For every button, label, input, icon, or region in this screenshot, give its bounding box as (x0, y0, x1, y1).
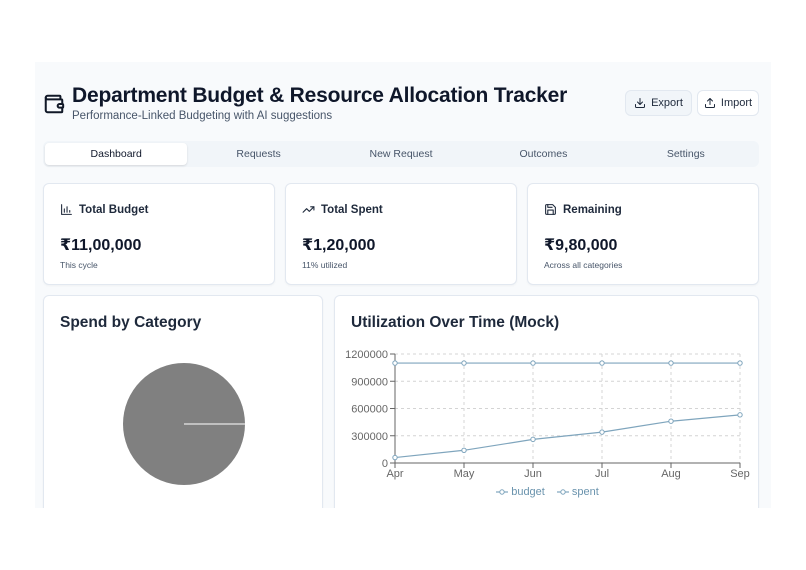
download-icon (635, 98, 646, 108)
y-tick-label: 900000 (351, 376, 388, 388)
data-point-spent[interactable] (668, 418, 674, 424)
import-button[interactable]: Import (697, 90, 759, 116)
spend-by-category-panel: Spend by Category (43, 295, 323, 508)
app-window: Department Budget & Resource Allocation … (35, 62, 771, 508)
pie-chart (123, 363, 245, 485)
utilization-panel: 0 300000 600000 900000 1200000 Apr May Jun Jul Au… (334, 295, 759, 508)
export-label: Export (651, 97, 683, 109)
stat-header: Remaining (544, 203, 622, 216)
upload-icon (704, 98, 715, 108)
legend-label: budget (511, 486, 545, 498)
data-point-budget[interactable] (599, 360, 605, 366)
stat-note: Across all categories (544, 260, 623, 270)
header: Department Budget & Resource Allocation … (35, 62, 771, 134)
data-point-budget[interactable] (737, 360, 743, 366)
stat-value: ₹11,00,000 (60, 237, 142, 254)
legend-label: spent (571, 486, 599, 498)
y-tick-label: 0 (382, 458, 388, 470)
tab-dashboard[interactable]: Dashboard (45, 143, 188, 165)
stat-header: Total Budget (60, 203, 148, 216)
data-point-budget[interactable] (461, 360, 467, 366)
panel-title: Utilization Over Time (Mock) (351, 314, 560, 331)
y-tick-label: 300000 (351, 431, 388, 443)
stat-card-remaining: Remaining ₹9,80,000 Across all categorie… (527, 183, 759, 285)
stat-card-total-spent: Total Spent ₹1,20,000 11% utilized (285, 183, 517, 285)
stat-label: Total Spent (321, 203, 383, 216)
y-tick-label: 1200000 (345, 349, 388, 361)
x-tick-label: Sep (730, 468, 750, 480)
data-point-budget[interactable] (392, 360, 398, 366)
stat-card-total-budget: Total Budget ₹11,00,000 This cycle (43, 183, 275, 285)
stat-label: Total Budget (79, 203, 149, 216)
x-tick-label: Jul (595, 468, 609, 480)
import-label: Import (720, 97, 753, 109)
tab-bar: Dashboard Requests New Request Outcomes … (43, 141, 759, 167)
chart-legend: budget spent (335, 486, 760, 498)
data-point-spent[interactable] (392, 454, 398, 461)
legend-swatch (496, 489, 509, 495)
data-point-budget[interactable] (668, 360, 674, 366)
save-icon (545, 204, 556, 215)
panel-title: Spend by Category (60, 314, 202, 331)
stat-note: 11% utilized (302, 260, 348, 270)
tab-settings[interactable]: Settings (666, 148, 705, 160)
data-point-spent[interactable] (599, 429, 605, 435)
stat-value: ₹1,20,000 (302, 237, 376, 254)
x-tick-label: May (454, 468, 475, 480)
data-point-budget[interactable] (530, 360, 536, 366)
legend-swatch (556, 489, 569, 495)
x-tick-label: Apr (386, 468, 403, 480)
data-point-spent[interactable] (737, 412, 743, 418)
trending-up-icon (302, 206, 315, 213)
stat-label: Remaining (563, 203, 622, 216)
data-point-spent[interactable] (461, 447, 467, 453)
legend-item-spent[interactable]: spent (556, 486, 599, 498)
export-button[interactable]: Export (625, 90, 692, 116)
tab-requests[interactable]: Requests (236, 148, 281, 160)
tab-outcomes[interactable]: Outcomes (519, 148, 568, 160)
y-tick-label: 600000 (351, 404, 388, 416)
series-line-spent (394, 414, 741, 459)
stat-value: ₹9,80,000 (544, 237, 618, 254)
x-tick-label: Jun (524, 468, 542, 480)
bar-chart-icon (61, 204, 72, 215)
legend-item-budget[interactable]: budget (496, 486, 545, 498)
page-subtitle: Performance-Linked Budgeting with AI sug… (72, 110, 333, 122)
wallet-icon (44, 94, 65, 114)
x-tick-label: Aug (661, 468, 681, 480)
tab-new-request[interactable]: New Request (369, 148, 433, 160)
stat-note: This cycle (60, 260, 98, 270)
line-chart: 0 300000 600000 900000 1200000 Apr May Jun Jul Au… (345, 349, 750, 480)
stat-header: Total Spent (302, 203, 383, 216)
data-point-spent[interactable] (530, 436, 536, 443)
page-title: Department Budget & Resource Allocation … (72, 84, 568, 107)
